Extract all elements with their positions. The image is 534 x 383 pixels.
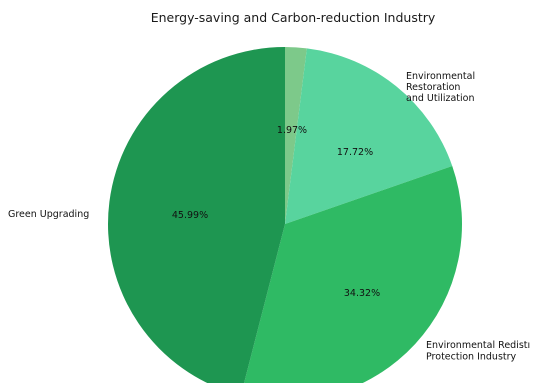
slice-label-line: Environmental (406, 71, 475, 82)
slice-label-line: Restoration (406, 82, 460, 93)
percent-label-3: 45.99% (172, 210, 208, 221)
percent-labels: 1.97% 17.72% 34.32% 45.99% (172, 125, 380, 299)
slice-labels: Environmental Restoration and UtilizationE… (8, 71, 530, 363)
pie-slice-3 (108, 47, 285, 383)
pie-slices (108, 47, 462, 383)
percent-label-0: 1.97% (277, 125, 307, 136)
slice-label-line: Protection Industry (426, 352, 517, 363)
slice-label-1: Environmental Restoration and Utilization (406, 71, 475, 104)
slice-label-2: Environmental Redistı Protection Industry (426, 340, 530, 363)
slice-label-line: Green Upgrading (8, 209, 89, 220)
chart-title: Energy-saving and Carbon-reduction Indus… (151, 10, 436, 25)
pie-slice-0 (285, 47, 307, 224)
slice-label-line: Environmental Redistı (426, 340, 530, 351)
slice-label-line: and Utilization (406, 93, 475, 104)
pie-slice-2 (244, 166, 462, 383)
slice-label-3: Green Upgrading (8, 209, 89, 220)
percent-label-1: 17.72% (337, 147, 373, 158)
percent-label-2: 34.32% (344, 288, 380, 299)
pie-slice-1 (285, 48, 453, 225)
